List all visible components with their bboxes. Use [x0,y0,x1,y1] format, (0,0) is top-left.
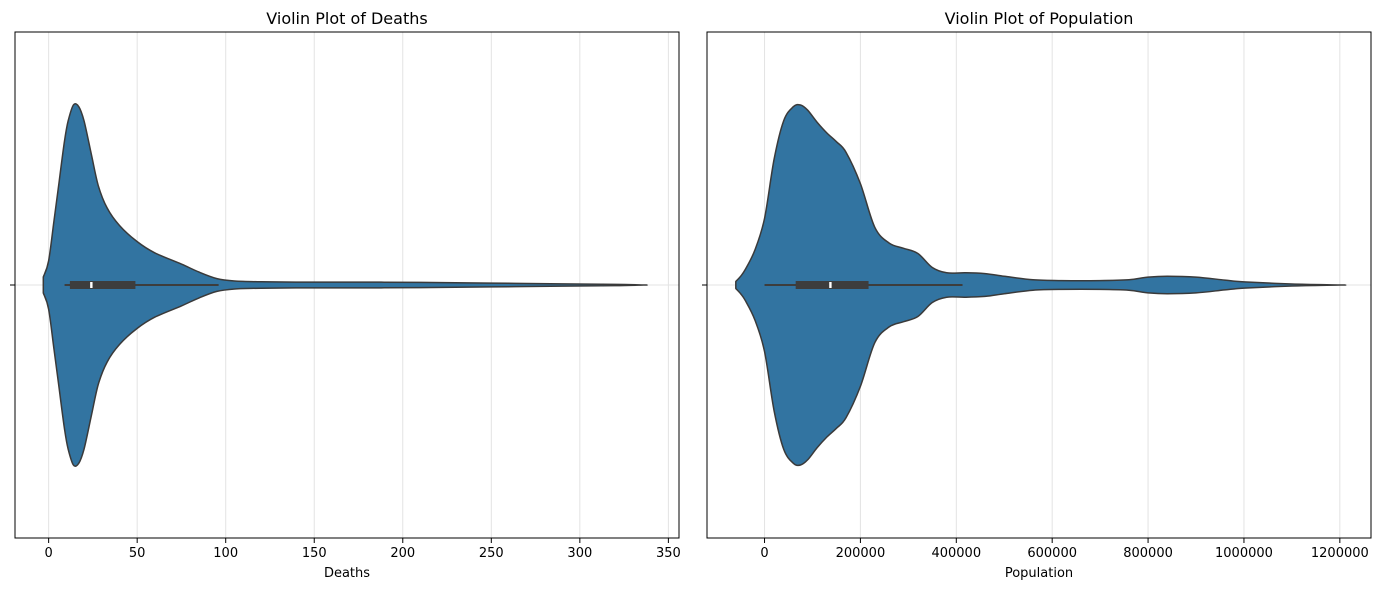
median-marker [829,282,832,288]
iqr-box [69,281,136,289]
x-tick-label: 1000000 [1215,546,1273,561]
x-axis: 0 200000 400000 600000 800000 1000000 1200000 [760,538,1369,561]
x-tick-label: 300 [567,546,592,561]
x-tick-label: 800000 [1123,546,1173,561]
x-tick-label: 50 [129,546,146,561]
median-marker [90,282,93,288]
x-tick-label: 400000 [931,546,981,561]
violin-body [735,103,1347,467]
iqr-box [795,281,869,289]
inner-box [764,281,963,289]
x-tick-label: 1200000 [1311,546,1369,561]
x-axis: 0 50 100 150 200 250 300 350 [45,538,681,561]
x-tick-label: 350 [656,546,681,561]
x-tick-label: 250 [479,546,504,561]
x-axis-label: Deaths [324,566,370,581]
violin-body [42,103,648,467]
inner-box [64,281,219,289]
x-axis-label: Population [1005,566,1073,581]
x-tick-label: 150 [302,546,327,561]
violin [735,103,1347,467]
x-tick-label: 0 [45,546,53,561]
chart-title: Violin Plot of Population [945,9,1134,28]
chart-title: Violin Plot of Deaths [266,9,427,28]
x-tick-label: 200000 [836,546,886,561]
violin [42,103,648,467]
x-tick-label: 600000 [1027,546,1077,561]
violin-panel-population: Violin Plot of Population 0 200000 400000 6… [702,9,1372,581]
x-tick-label: 100 [213,546,238,561]
violin-panel-deaths: Violin Plot of Deaths 0 50 100 150 200 250 300… [10,9,681,581]
x-tick-label: 0 [760,546,768,561]
x-tick-label: 200 [390,546,415,561]
